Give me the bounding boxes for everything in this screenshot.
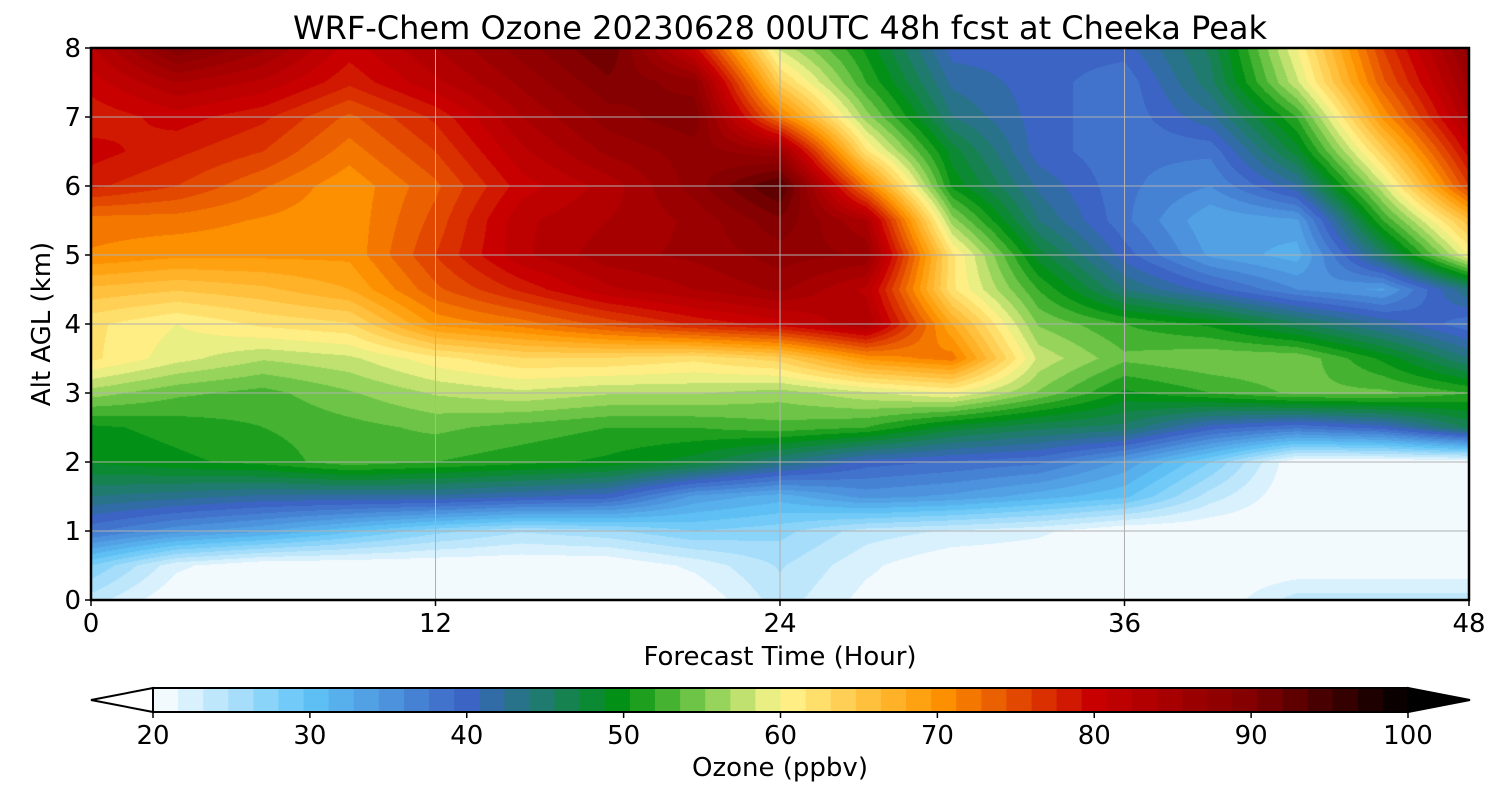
colorbar-segment	[830, 688, 857, 712]
colorbar-segment	[931, 688, 957, 712]
colorbar-segment	[1106, 688, 1133, 712]
colorbar-segment	[1157, 688, 1183, 712]
colorbar-segment	[278, 688, 305, 712]
colorbar-segment	[780, 688, 807, 712]
y-tick-label: 6	[64, 172, 81, 202]
colorbar-segment	[880, 688, 907, 712]
colorbar-segment	[454, 688, 480, 712]
colorbar-tick-label: 100	[1383, 721, 1433, 751]
x-axis-ticks: 0 12 24 36 48	[83, 600, 1486, 639]
y-tick-label: 0	[64, 586, 81, 616]
colorbar-segment	[1031, 688, 1058, 712]
colorbar-tick-label: 60	[764, 721, 797, 751]
x-tick-label: 0	[83, 609, 100, 639]
x-tick-label: 24	[763, 609, 796, 639]
colorbar-segment	[730, 688, 756, 712]
colorbar-tick-label: 80	[1078, 721, 1111, 751]
colorbar-tick-label: 30	[293, 721, 326, 751]
colorbar-segment	[429, 688, 455, 712]
colorbar-tick-label: 20	[136, 721, 169, 751]
colorbar-segment	[1282, 688, 1309, 712]
colorbar-tick-label: 40	[450, 721, 483, 751]
y-tick-label: 2	[64, 448, 81, 478]
colorbar-segment	[705, 688, 731, 712]
colorbar-segment	[981, 688, 1007, 712]
colorbar-segment	[1207, 688, 1233, 712]
colorbar-segment	[1332, 688, 1359, 712]
colorbar-segment	[529, 688, 556, 712]
colorbar-segment	[1006, 688, 1033, 712]
colorbar-segment	[629, 688, 656, 712]
colorbar-segment	[604, 688, 631, 712]
colorbar-segment	[1307, 688, 1334, 712]
colorbar-segment	[680, 688, 706, 712]
x-tick-label: 12	[419, 609, 452, 639]
y-tick-label: 5	[64, 241, 81, 271]
y-axis-label: Alt AGL (km)	[27, 242, 57, 406]
colorbar-segment	[906, 688, 932, 712]
colorbar-segment	[378, 688, 405, 712]
colorbar	[90, 686, 1471, 714]
x-tick-label: 48	[1452, 609, 1485, 639]
y-tick-label: 1	[64, 517, 81, 547]
colorbar-segment	[655, 688, 681, 712]
y-tick-label: 8	[64, 34, 81, 64]
colorbar-segment	[855, 688, 882, 712]
colorbar-segment	[554, 688, 581, 712]
colorbar-segment	[504, 688, 531, 712]
colorbar-segment	[404, 688, 430, 712]
colorbar-segment	[153, 688, 179, 712]
colorbar-segment	[1382, 688, 1409, 712]
colorbar-segment	[353, 688, 380, 712]
x-axis-label: Forecast Time (Hour)	[643, 642, 916, 672]
colorbar-high-extend	[1407, 686, 1471, 714]
y-tick-label: 7	[64, 103, 81, 133]
colorbar-segment	[1182, 688, 1208, 712]
colorbar-segment	[253, 688, 280, 712]
x-tick-label: 36	[1108, 609, 1141, 639]
colorbar-segment	[1081, 688, 1108, 712]
colorbar-segment	[228, 688, 254, 712]
colorbar-segment	[956, 688, 982, 712]
colorbar-segment	[303, 688, 330, 712]
colorbar-segment	[805, 688, 832, 712]
colorbar-tick-label: 90	[1235, 721, 1268, 751]
colorbar-segment	[1357, 688, 1384, 712]
colorbar-label: Ozone (ppbv)	[692, 753, 868, 783]
colorbar-tick-label: 50	[607, 721, 640, 751]
colorbar-segment	[479, 688, 505, 712]
colorbar-segment	[579, 688, 606, 712]
colorbar-segment	[1232, 688, 1258, 712]
y-tick-label: 4	[64, 310, 81, 340]
colorbar-tick-label: 70	[921, 721, 954, 751]
colorbar-segment	[755, 688, 782, 712]
y-tick-label: 3	[64, 379, 81, 409]
colorbar-ticks: 20 30 40 50 60 70 80 90 100	[136, 712, 1433, 751]
colorbar-segment	[1131, 688, 1158, 712]
y-axis-ticks: 0 1 2 3 4 5 6 7 8	[64, 34, 91, 616]
colorbar-segment	[203, 688, 229, 712]
colorbar-segment	[1056, 688, 1083, 712]
chart-title: WRF-Chem Ozone 20230628 00UTC 48h fcst a…	[293, 9, 1268, 47]
colorbar-segment	[328, 688, 355, 712]
colorbar-low-extend	[90, 686, 154, 714]
colorbar-segment	[1257, 688, 1284, 712]
colorbar-segment	[178, 688, 204, 712]
